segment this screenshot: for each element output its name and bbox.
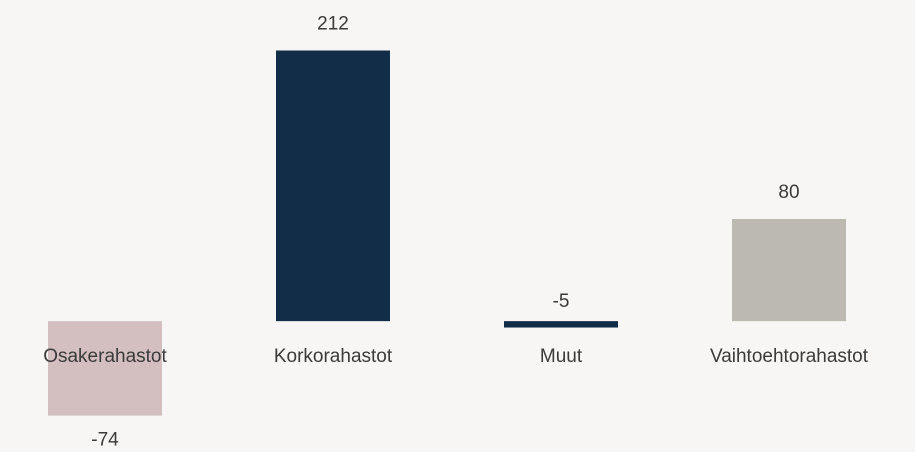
data-label: 212 xyxy=(317,14,349,35)
x-tick-label: Korkorahastot xyxy=(274,346,393,367)
bar xyxy=(48,321,162,416)
bar xyxy=(276,50,390,322)
data-label: 80 xyxy=(778,182,799,203)
x-tick-label: Vaihtoehtorahastot xyxy=(710,346,869,367)
bar xyxy=(504,321,618,328)
bar xyxy=(732,219,846,322)
x-tick-label: Osakerahastot xyxy=(43,346,167,367)
data-label: -5 xyxy=(553,291,570,312)
x-tick-label: Muut xyxy=(540,346,583,367)
data-label: -74 xyxy=(91,430,119,451)
